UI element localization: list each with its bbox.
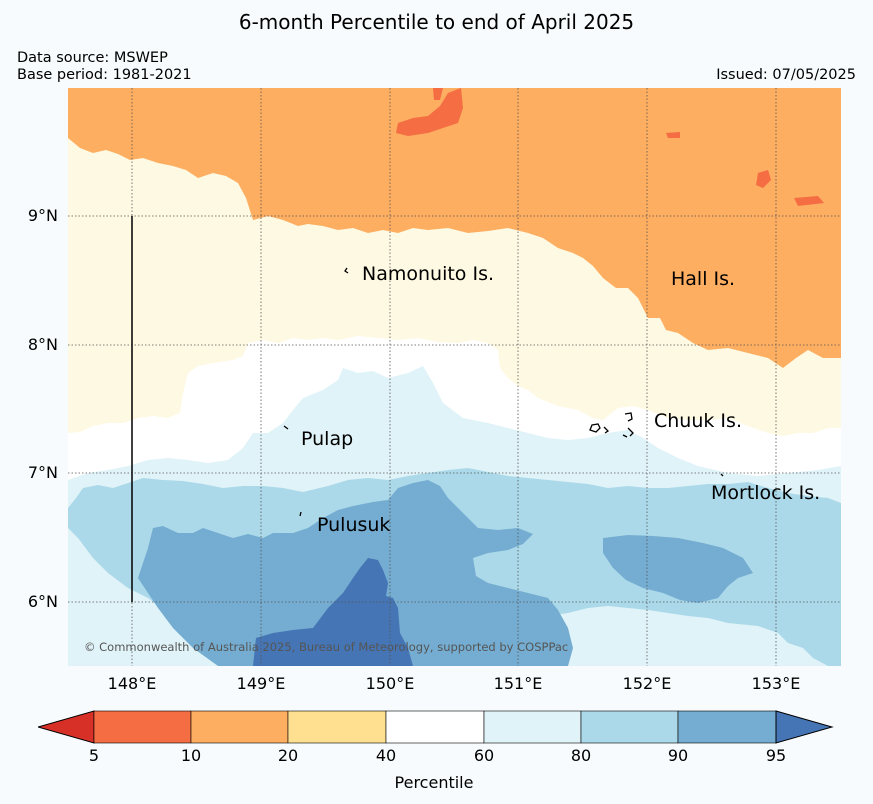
colorbar-label-90: 90 (667, 746, 689, 765)
island-outlines (283, 267, 724, 517)
colorbar-extend-high (775, 710, 834, 744)
chuuk-island-outline (589, 412, 634, 438)
colorbar-bin-10-20 (190, 710, 289, 744)
data-source-label: Data source: MSWEP (17, 50, 168, 66)
copyright-notice: © Commonwealth of Australia 2025, Bureau… (84, 640, 569, 654)
mortlock-island-outline (720, 473, 724, 477)
colorbar-bin-90-95 (677, 710, 777, 744)
colorbar-bin-80-90 (580, 710, 679, 744)
colorbar-bin-40-60 (385, 710, 485, 744)
lat-tick-8: 8°N (27, 335, 58, 354)
colorbar-bin-20-40 (287, 710, 387, 744)
colorbar-extend-low (38, 710, 95, 744)
colorbar-bin-5-10 (93, 710, 192, 744)
zone-90-95 (138, 480, 753, 666)
zone-5-10 (396, 88, 824, 206)
lon-tick-152: 152°E (622, 674, 672, 693)
map-grid (68, 88, 841, 666)
colorbar-title: Percentile (394, 773, 474, 792)
chart-title: 6-month Percentile to end of April 2025 (238, 10, 635, 34)
lon-tick-150: 150°E (365, 674, 415, 693)
colorbar-bin-60-80 (483, 710, 582, 744)
lat-tick-7: 7°N (27, 463, 58, 482)
colorbar-label-95: 95 (765, 746, 787, 765)
lon-tick-153: 153°E (751, 674, 801, 693)
zone-10-20 (68, 88, 841, 368)
place-label-pulusuk: Pulusuk (317, 514, 391, 536)
colorbar-label-60: 60 (473, 746, 495, 765)
colorbar-label-20: 20 (277, 746, 299, 765)
lat-tick-6: 6°N (27, 592, 58, 611)
place-label-namonuito: Namonuito Is. (362, 263, 495, 285)
colorbar-label-40: 40 (375, 746, 397, 765)
issued-date-label: Issued: 07/05/2025 (716, 67, 856, 83)
pulap-island-outline (283, 425, 289, 430)
lat-tick-9: 9°N (27, 206, 58, 225)
place-label-chuuk: Chuuk Is. (654, 410, 742, 432)
place-label-hall: Hall Is. (671, 268, 736, 290)
namonuito-island-outline (344, 267, 349, 274)
base-period-label: Base period: 1981-2021 (17, 67, 192, 83)
colorbar-label-10: 10 (180, 746, 202, 765)
percentile-map: Namonuito Is. Hall Is. Pulap Chuuk Is. M… (68, 88, 841, 666)
zone-above-95 (253, 558, 413, 666)
lon-tick-151: 151°E (493, 674, 543, 693)
colorbar-label-5: 5 (88, 746, 100, 765)
lon-tick-148: 148°E (107, 674, 157, 693)
place-label-mortlock: Mortlock Is. (711, 482, 821, 504)
colorbar (38, 710, 834, 744)
lon-tick-149: 149°E (236, 674, 286, 693)
pulusuk-island-outline (299, 511, 302, 517)
colorbar-label-80: 80 (570, 746, 592, 765)
map-contours (68, 88, 841, 666)
place-label-pulap: Pulap (301, 428, 354, 450)
